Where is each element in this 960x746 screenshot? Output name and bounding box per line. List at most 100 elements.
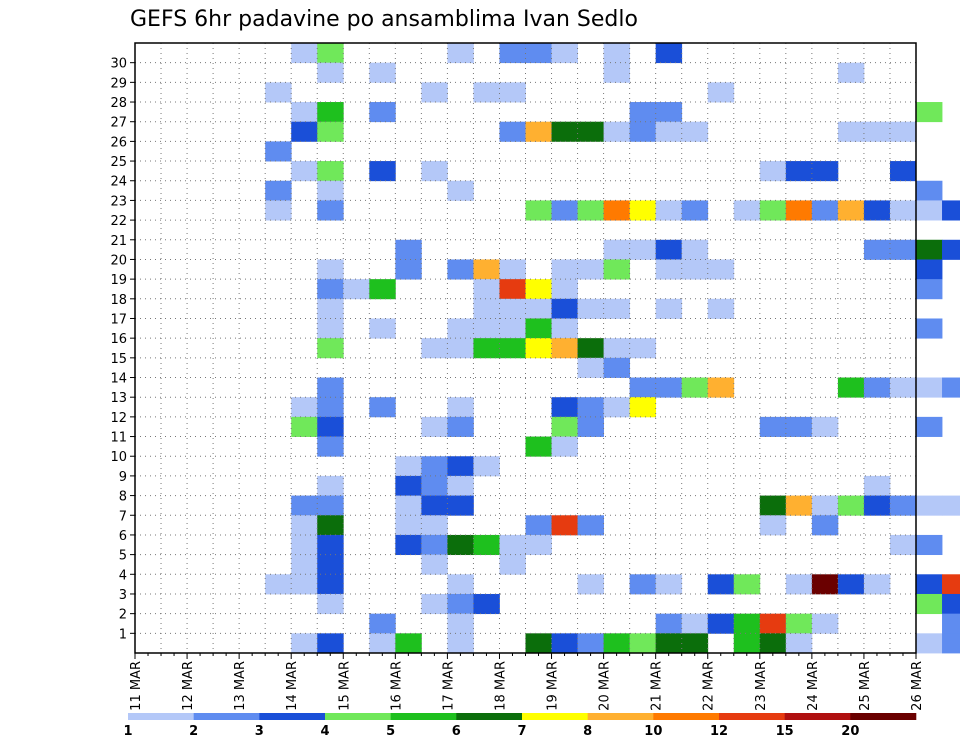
heatmap-cell	[655, 121, 683, 142]
heatmap-cell	[759, 495, 787, 516]
y-tick-label: 15	[110, 352, 127, 367]
heatmap-cell	[942, 239, 960, 260]
heatmap-cell	[577, 338, 604, 359]
heatmap-cell	[916, 574, 943, 595]
heatmap-cell	[629, 102, 657, 123]
heatmap-cell	[473, 593, 500, 615]
heatmap-cell	[317, 180, 344, 201]
heatmap-cell	[863, 239, 891, 260]
y-tick-label: 1	[119, 627, 127, 642]
heatmap-cell	[603, 338, 631, 359]
y-tick-label: 9	[119, 470, 127, 485]
legend-swatch	[587, 713, 654, 720]
heatmap-cell	[811, 574, 839, 595]
heatmap-cell	[681, 121, 709, 142]
heatmap-cell	[889, 534, 917, 556]
heatmap-cell	[577, 416, 604, 437]
heatmap-cell	[577, 298, 604, 319]
legend-swatch	[325, 713, 391, 720]
heatmap-cell	[265, 574, 292, 595]
heatmap-cell	[317, 554, 344, 575]
legend-swatch	[259, 713, 326, 720]
heatmap-cell	[499, 82, 526, 103]
heatmap-cell	[551, 43, 578, 64]
heatmap-cell	[759, 515, 787, 536]
heatmap-cell	[759, 633, 787, 654]
heatmap-cell	[317, 633, 344, 654]
heatmap-cell	[916, 259, 943, 280]
heatmap-cell	[317, 200, 344, 221]
heatmap-cell	[317, 436, 344, 457]
heatmap-cell	[837, 574, 865, 595]
y-tick-label: 18	[110, 293, 127, 308]
heatmap-cell	[551, 397, 578, 418]
heatmap-cell	[317, 495, 344, 516]
y-tick-label: 11	[110, 431, 127, 446]
heatmap-cell	[577, 397, 604, 418]
heatmap-cell	[525, 318, 552, 339]
heatmap-cell	[499, 534, 526, 556]
y-tick-label: 16	[110, 332, 127, 347]
heatmap-cell	[551, 416, 578, 437]
legend-swatch	[522, 713, 588, 720]
heatmap-cell	[889, 121, 917, 142]
heatmap-cell	[421, 515, 448, 536]
heatmap-cell	[655, 200, 683, 221]
heatmap-cell	[681, 613, 709, 634]
heatmap-cell	[447, 43, 474, 64]
heatmap-cell	[447, 495, 474, 516]
heatmap-cell	[317, 161, 344, 182]
heatmap-cell	[265, 141, 292, 162]
x-tick-label: 11 MAR	[129, 661, 144, 711]
heatmap-cell	[447, 593, 474, 615]
heatmap-cell	[291, 495, 318, 516]
legend-swatch	[850, 713, 917, 720]
legend-swatch	[719, 713, 785, 720]
legend-label: 12	[710, 724, 728, 739]
heatmap-cell	[473, 534, 500, 556]
heatmap-cell	[551, 121, 578, 142]
y-tick-label: 28	[110, 96, 127, 111]
heatmap-cell	[343, 279, 370, 300]
heatmap-cell	[655, 259, 683, 280]
heatmap-cell	[577, 259, 604, 280]
y-tick-label: 5	[119, 549, 127, 564]
x-tick-label: 14 MAR	[285, 661, 300, 711]
heatmap-cell	[395, 495, 422, 516]
heatmap-cell	[577, 574, 604, 595]
heatmap-cell	[395, 456, 422, 477]
heatmap-cell	[369, 62, 396, 83]
heatmap-cell	[889, 239, 917, 260]
heatmap-cell	[317, 377, 344, 398]
x-tick-label: 17 MAR	[441, 661, 456, 711]
x-tick-label: 22 MAR	[702, 661, 717, 711]
heatmap-cell	[291, 161, 318, 182]
heatmap-cell	[395, 633, 422, 654]
x-axis-ticks: 11 MAR 12 MAR 13 MAR 14 MAR 15 MAR 16 MAR 17 M…	[129, 653, 925, 711]
heatmap-cell	[447, 613, 474, 634]
heatmap-cell	[942, 633, 960, 654]
heatmap-cell	[473, 298, 500, 319]
heatmap-cell	[421, 416, 448, 437]
heatmap-cell	[707, 298, 735, 319]
x-tick-label: 20 MAR	[598, 661, 613, 711]
heatmap-cell	[525, 121, 552, 142]
heatmap-cell	[811, 613, 839, 634]
legend-label: 8	[583, 724, 592, 739]
heatmap-cell	[447, 534, 474, 556]
heatmap-cell	[681, 633, 709, 654]
heatmap-cell	[603, 121, 631, 142]
heatmap-cell	[577, 121, 604, 142]
heatmap-cell	[916, 377, 943, 398]
heatmap-cell	[707, 259, 735, 280]
legend-swatch	[128, 713, 194, 720]
heatmap-cell	[421, 495, 448, 516]
heatmap-cell	[447, 574, 474, 595]
heatmap-cell	[655, 633, 683, 654]
heatmap-cell	[811, 416, 839, 437]
heatmap-cell	[551, 259, 578, 280]
heatmap-cell	[655, 102, 683, 123]
y-tick-label: 27	[110, 116, 127, 131]
heatmap-cell	[577, 633, 604, 654]
heatmap-cell	[291, 121, 318, 142]
